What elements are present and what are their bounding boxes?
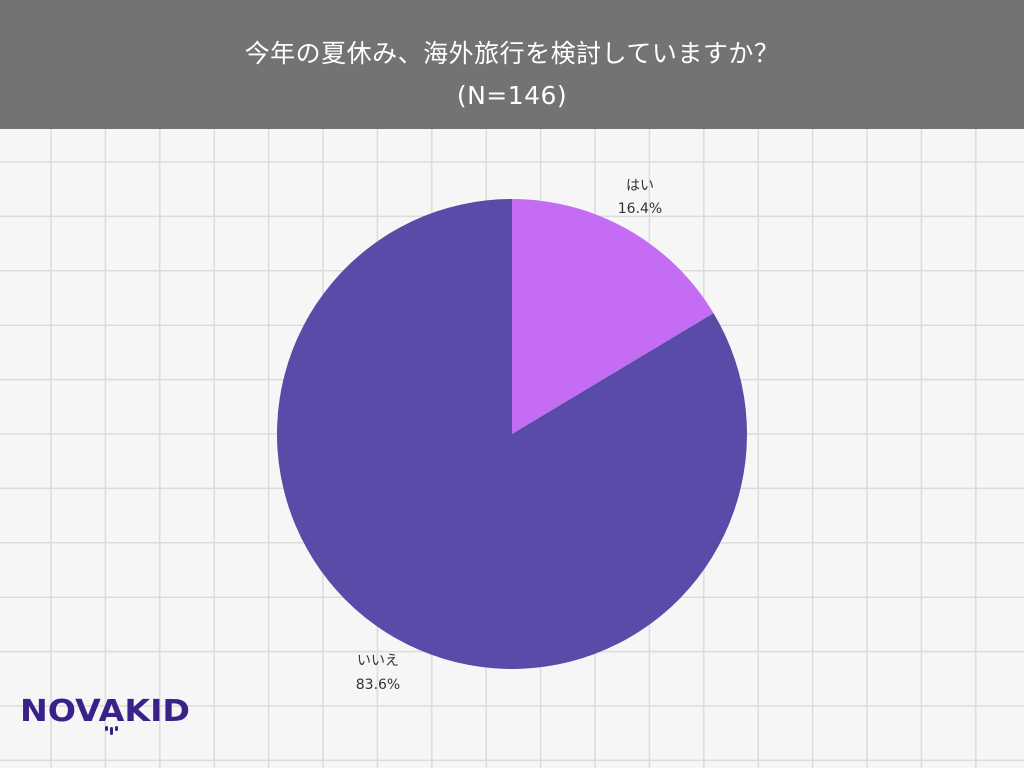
pie-chart: はい 16.4% いいえ 83.6% (0, 129, 1024, 768)
pie-slice-yes (512, 199, 714, 434)
novakid-logo: NOVAKID (20, 694, 190, 735)
chart-title-banner: 今年の夏休み、海外旅行を検討していますか？ (N=146) (0, 0, 1024, 129)
chart-sample-size: (N=146) (456, 81, 568, 110)
logo-wordmark: NOVAKID (20, 694, 190, 729)
rocket-flame-icon (105, 726, 118, 735)
slice-label-no-value: 83.6% (356, 677, 400, 693)
pie-slices (276, 199, 747, 669)
slice-label-yes-category: はい (626, 178, 654, 194)
pie-slice-no (276, 199, 747, 669)
chart-title: 今年の夏休み、海外旅行を検討していますか？ (244, 39, 780, 68)
slice-label-no-category: いいえ (357, 653, 399, 669)
chart-area: はい 16.4% いいえ 83.6% (0, 129, 1024, 768)
pie-labels: はい 16.4% いいえ 83.6% (356, 178, 662, 693)
slice-label-yes-value: 16.4% (618, 201, 662, 217)
